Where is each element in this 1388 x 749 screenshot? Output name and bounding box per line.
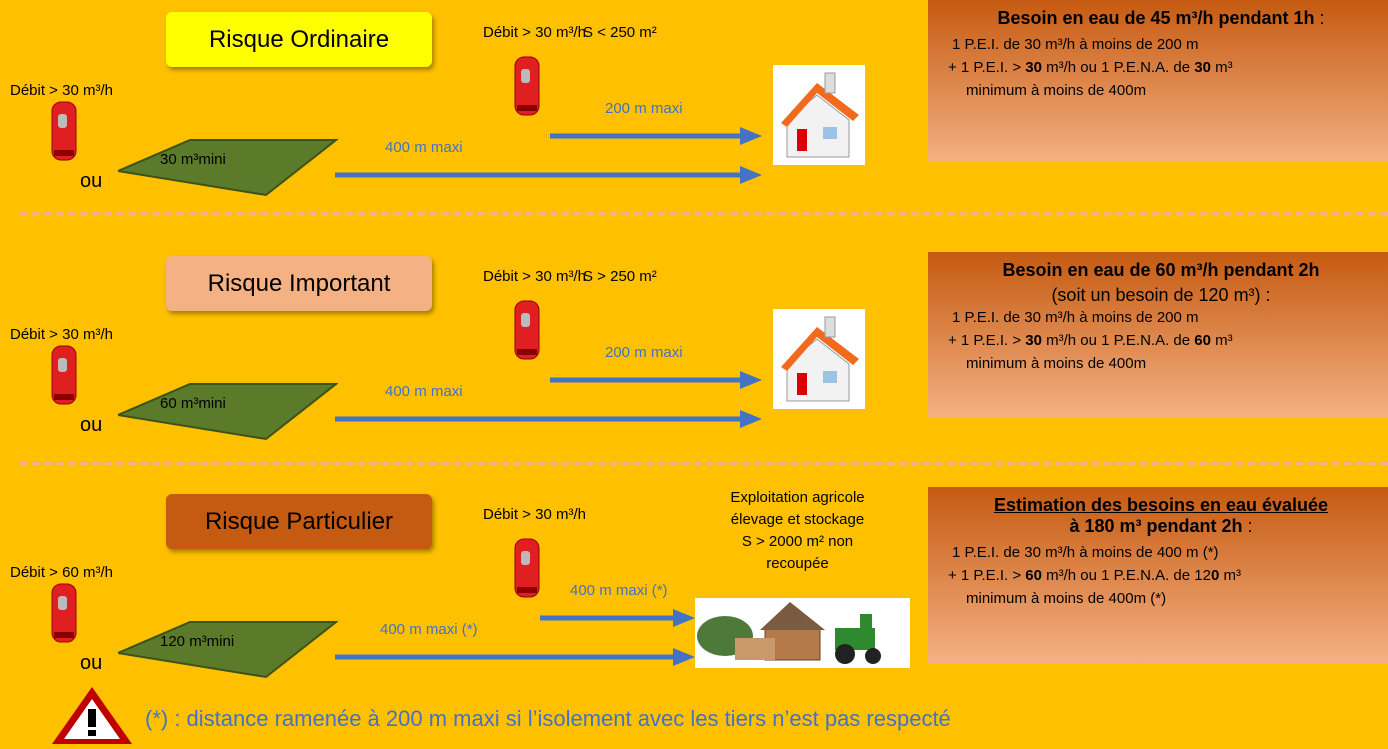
line-part: + 1 P.E.I. >	[948, 59, 1025, 76]
connector: ou	[80, 652, 102, 675]
far-distance: 400 m maxi (*)	[380, 621, 478, 638]
hydrant-icon	[513, 55, 541, 117]
left-flow: Débit > 30 m³/h	[10, 82, 113, 99]
tank-volume: 60 m³mini	[160, 395, 226, 412]
hydrant-icon	[50, 344, 78, 406]
surface-line: S > 250 m²	[583, 268, 657, 285]
heading-part: Estimation des besoins en eau évaluée	[948, 495, 1374, 516]
line-part: m³/h ou 1 P.E.N.A. de 12	[1042, 567, 1211, 584]
house-icon	[773, 309, 865, 409]
surface-line: S > 2000 m² non	[690, 531, 905, 553]
near-distance: 200 m maxi	[605, 100, 683, 117]
connector: ou	[80, 170, 102, 193]
line-part: 30	[1025, 332, 1042, 349]
tank-icon	[118, 620, 338, 680]
risk-title: Risque Particulier	[166, 494, 432, 549]
hydrant-icon	[50, 582, 78, 644]
line-part: + 1 P.E.I. >	[948, 567, 1025, 584]
hydrant-icon	[50, 100, 78, 162]
line-part: m³	[1211, 59, 1233, 76]
line-part: 1 P.E.I. de 30 m³/h à moins de 200 m	[952, 309, 1199, 326]
arrow	[540, 608, 695, 628]
far-distance: 400 m maxi	[385, 383, 463, 400]
line-part: 1 P.E.I. de 30 m³/h à moins de 400 m (*)	[952, 544, 1219, 561]
surface-line: recoupée	[690, 553, 905, 575]
top-flow: Débit > 30 m³/h	[483, 506, 586, 523]
requirement-line: 1 P.E.I. de 30 m³/h à moins de 200 m	[948, 306, 1374, 329]
top-flow: Débit > 30 m³/h	[483, 268, 586, 285]
requirement-line: minimum à moins de 400m	[948, 352, 1374, 375]
near-distance: 200 m maxi	[605, 344, 683, 361]
arrow	[550, 370, 762, 390]
connector: ou	[80, 414, 102, 437]
top-flow: Débit > 30 m³/h	[483, 24, 586, 41]
surface-line: S < 250 m²	[583, 24, 657, 41]
line-part: 30	[1025, 59, 1042, 76]
tank-icon	[118, 382, 338, 442]
line-part: m³/h ou 1 P.E.N.A. de	[1042, 59, 1194, 76]
line-part: m³/h ou 1 P.E.N.A. de	[1042, 332, 1194, 349]
surface-line: élevage et stockage	[690, 509, 905, 531]
requirement-box: Besoin en eau de 60 m³/h pendant 2h (soit…	[928, 252, 1388, 418]
arrow	[550, 126, 762, 146]
hydrant-icon	[513, 299, 541, 361]
line-part: 1 P.E.I. de 30 m³/h à moins de 200 m	[952, 36, 1199, 53]
requirement-line: + 1 P.E.I. > 60 m³/h ou 1 P.E.N.A. de 12…	[948, 564, 1374, 587]
requirement-line: + 1 P.E.I. > 30 m³/h ou 1 P.E.N.A. de 60…	[948, 329, 1374, 352]
requirement-line: 1 P.E.I. de 30 m³/h à moins de 200 m	[948, 33, 1374, 56]
heading-part: Besoin en eau de 45 m³/h pendant 1h	[997, 8, 1314, 28]
requirement-heading: Besoin en eau de 60 m³/h pendant 2h	[948, 260, 1374, 281]
line-part: minimum à moins de 400m (*)	[966, 590, 1166, 607]
line-part: + 1 P.E.I. >	[948, 332, 1025, 349]
heading-part: à 180 m³ pendant 2h	[1069, 516, 1242, 536]
requirement-subheading: (soit un besoin de 120 m³) :	[948, 285, 1374, 306]
requirement-line: + 1 P.E.I. > 30 m³/h ou 1 P.E.N.A. de 30…	[948, 56, 1374, 79]
line-part: 60	[1025, 567, 1042, 584]
heading-part: :	[1315, 8, 1325, 28]
line-part: 30	[1194, 59, 1211, 76]
surface: S > 250 m²	[583, 268, 657, 285]
page: (*) : distance ramenée à 200 m maxi si l…	[0, 0, 1388, 749]
house-icon	[773, 65, 865, 165]
surface: S < 250 m²	[583, 24, 657, 41]
requirement-line: minimum à moins de 400m	[948, 79, 1374, 102]
warning-icon	[50, 684, 134, 746]
line-part: 60	[1194, 332, 1211, 349]
tank-volume: 30 m³mini	[160, 151, 226, 168]
arrow	[335, 165, 762, 185]
line-part: m³	[1219, 567, 1241, 584]
arrow	[335, 647, 695, 667]
footnote: (*) : distance ramenée à 200 m maxi si l…	[145, 706, 951, 732]
risk-title: Risque Important	[166, 256, 432, 311]
requirement-line: minimum à moins de 400m (*)	[948, 587, 1374, 610]
requirement-box: Besoin en eau de 45 m³/h pendant 1h : 1 P…	[928, 0, 1388, 162]
far-distance: 400 m maxi	[385, 139, 463, 156]
arrow	[335, 409, 762, 429]
risk-title: Risque Ordinaire	[166, 12, 432, 67]
surface-line: Exploitation agricole	[690, 487, 905, 509]
tank-icon	[118, 138, 338, 198]
near-distance: 400 m maxi (*)	[570, 582, 668, 599]
left-flow: Débit > 30 m³/h	[10, 326, 113, 343]
requirement-heading: Besoin en eau de 45 m³/h pendant 1h :	[948, 8, 1374, 29]
line-part: m³	[1211, 332, 1233, 349]
separator	[20, 462, 1388, 466]
heading-part: Besoin en eau de 60 m³/h pendant 2h	[1002, 260, 1319, 280]
requirement-line: 1 P.E.I. de 30 m³/h à moins de 400 m (*)	[948, 541, 1374, 564]
heading-part: :	[1243, 516, 1253, 536]
line-part: minimum à moins de 400m	[966, 355, 1146, 372]
separator	[20, 212, 1388, 216]
hydrant-icon	[513, 537, 541, 599]
left-flow: Débit > 60 m³/h	[10, 564, 113, 581]
farm-icon	[695, 598, 910, 668]
line-part: minimum à moins de 400m	[966, 82, 1146, 99]
tank-volume: 120 m³mini	[160, 633, 234, 650]
